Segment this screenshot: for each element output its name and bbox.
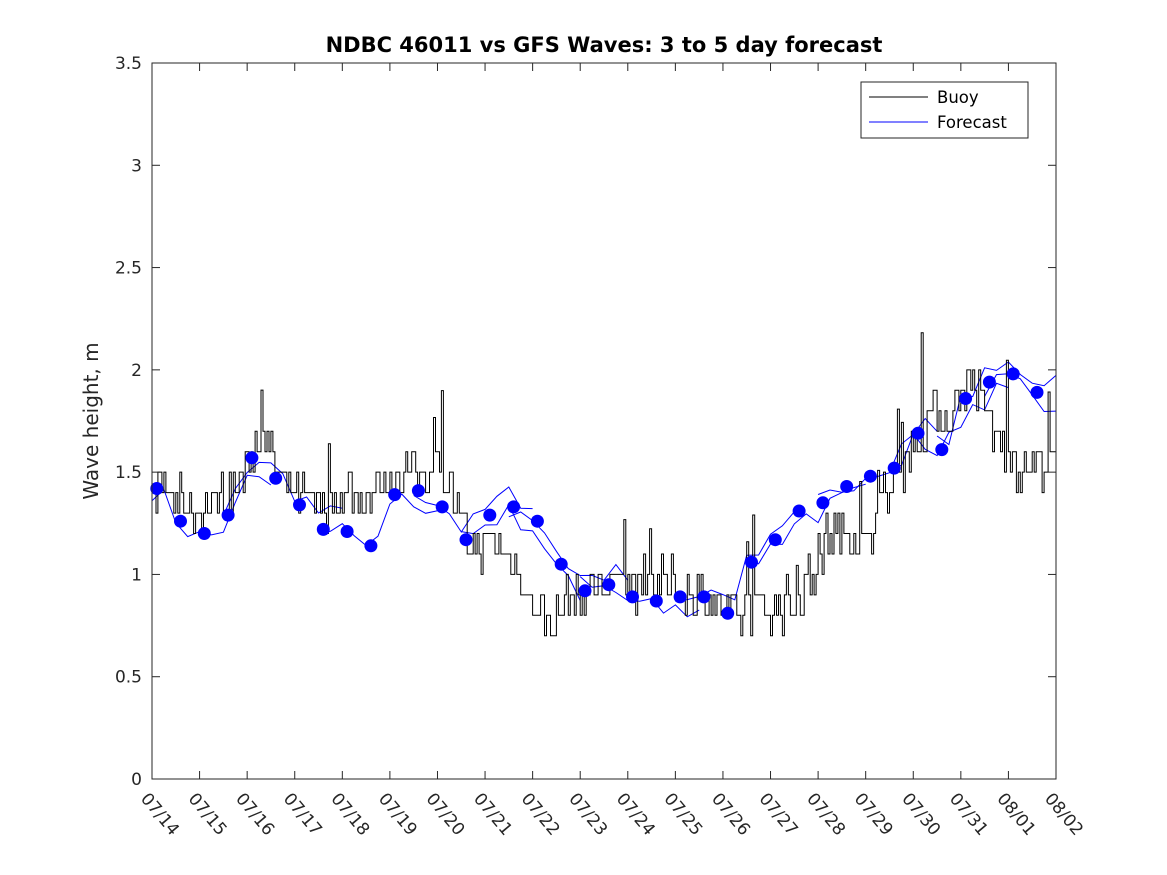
x-tick-label: 07/16 xyxy=(231,789,278,839)
forecast-point xyxy=(649,594,663,608)
forecast-point xyxy=(673,590,687,604)
y-tick-label: 3.5 xyxy=(115,54,142,74)
x-tick-label: 08/01 xyxy=(993,789,1040,839)
forecast-point xyxy=(792,504,806,518)
forecast-point xyxy=(935,443,949,457)
forecast-point xyxy=(840,480,854,493)
forecast-point xyxy=(388,488,402,502)
forecast-point xyxy=(364,539,378,553)
x-tick-label: 07/30 xyxy=(897,789,944,839)
forecast-point xyxy=(602,578,616,592)
forecast-run-line xyxy=(508,511,629,581)
forecast-run-line xyxy=(318,493,438,547)
forecast-point xyxy=(221,508,235,522)
y-tick-label: 0 xyxy=(131,770,142,790)
forecast-run-line xyxy=(936,361,1057,446)
forecast-point xyxy=(863,469,877,483)
x-tick-label: 07/23 xyxy=(564,789,611,839)
legend-box xyxy=(860,81,1029,139)
forecast-point xyxy=(982,375,996,389)
forecast-point xyxy=(483,508,497,522)
forecast-point xyxy=(293,498,306,512)
forecast-run-line xyxy=(579,576,700,618)
forecast-point xyxy=(459,533,473,547)
forecast-point xyxy=(554,557,568,571)
chart-title: NDBC 46011 vs GFS Waves: 3 to 5 day fore… xyxy=(326,33,883,57)
x-tick-label: 07/29 xyxy=(850,789,897,839)
x-tick-label: 07/14 xyxy=(136,789,183,839)
forecast-point xyxy=(507,500,521,514)
forecast-point xyxy=(174,514,187,528)
x-tick-label: 08/02 xyxy=(1040,789,1087,839)
forecast-point xyxy=(530,514,544,528)
x-tick-label: 07/24 xyxy=(612,789,659,839)
x-tick-label: 07/19 xyxy=(374,789,421,839)
x-tick-label: 07/21 xyxy=(469,789,516,839)
forecast-point xyxy=(411,484,425,498)
forecast-point xyxy=(1030,385,1044,399)
forecast-point xyxy=(150,482,164,495)
x-tick-label: 07/20 xyxy=(422,789,469,839)
forecast-point xyxy=(959,392,973,405)
forecast-point xyxy=(768,533,782,547)
forecast-run-line xyxy=(984,373,1057,413)
legend: Buoy Forecast xyxy=(860,81,1029,139)
forecast-point xyxy=(245,451,259,465)
axes-box xyxy=(151,62,1057,780)
forecast-point xyxy=(887,461,901,475)
x-tick-label: 07/28 xyxy=(802,789,849,839)
forecast-point xyxy=(340,525,354,538)
forecast-run-line xyxy=(889,382,1009,467)
x-tick-label: 07/27 xyxy=(755,789,802,839)
y-tick-label: 2.5 xyxy=(115,259,142,279)
forecast-run-line xyxy=(413,486,533,533)
y-tick-label: 1 xyxy=(131,565,142,585)
forecast-point xyxy=(269,471,283,485)
forecast-point xyxy=(1006,367,1020,381)
forecast-point xyxy=(316,522,330,536)
plot-area xyxy=(152,63,1056,779)
y-axis-ticks: 0 0.5 1 1.5 2 2.5 3 3.5 xyxy=(115,54,1056,790)
y-tick-label: 1.5 xyxy=(115,463,142,483)
forecast-point xyxy=(626,590,639,604)
forecast-run-line xyxy=(675,511,795,602)
y-axis-label: Wave height, m xyxy=(79,342,103,499)
forecast-point xyxy=(697,590,711,604)
forecast-point xyxy=(721,606,735,620)
forecast-point xyxy=(435,500,449,514)
legend-buoy-label: Buoy xyxy=(937,88,979,107)
forecast-point xyxy=(197,527,211,540)
forecast-point xyxy=(578,584,592,598)
x-tick-label: 07/25 xyxy=(660,789,707,839)
y-tick-label: 0.5 xyxy=(115,668,142,688)
forecast-point xyxy=(816,496,830,510)
x-tick-label: 07/31 xyxy=(945,789,992,839)
x-tick-label: 07/22 xyxy=(517,789,564,839)
forecast-point xyxy=(911,426,925,440)
x-tick-label: 07/18 xyxy=(326,789,373,839)
forecast-run-line xyxy=(151,474,272,538)
y-tick-label: 2 xyxy=(131,361,142,381)
legend-forecast-label: Forecast xyxy=(937,113,1007,132)
x-tick-label: 07/15 xyxy=(184,789,231,839)
forecast-points xyxy=(150,367,1044,620)
x-tick-label: 07/26 xyxy=(707,789,754,839)
y-tick-label: 3 xyxy=(131,156,142,176)
x-tick-label: 07/17 xyxy=(279,789,326,839)
forecast-point xyxy=(745,555,758,569)
